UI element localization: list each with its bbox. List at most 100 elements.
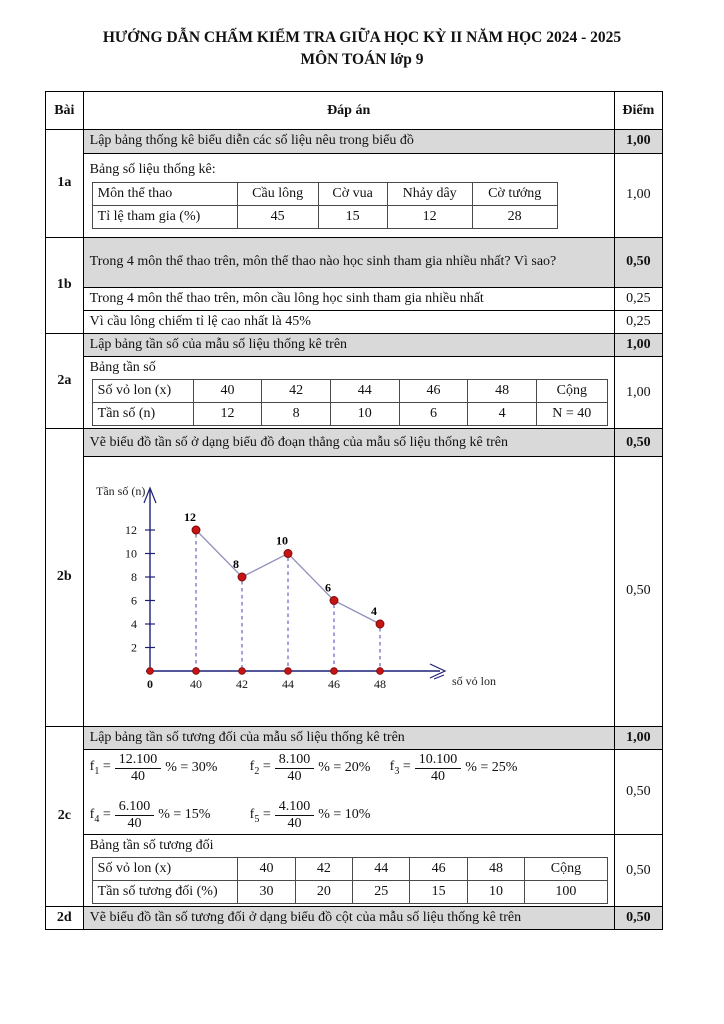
data-point-label: 4: [371, 604, 377, 618]
data-point-label: 10: [276, 534, 288, 548]
score-2c-formulas: 0,50: [613, 748, 664, 836]
table-cell: Môn thể thao: [91, 181, 238, 206]
bai-cell-1a: 1a: [45, 129, 84, 238]
table-cell: 42: [261, 379, 331, 404]
table-cell: Số vỏ lon (x): [91, 857, 239, 882]
table-row: Số vỏ lon (x) 40 42 44 46 48 Cộng: [91, 379, 608, 404]
y-tick-label: 6: [131, 594, 137, 608]
title-line-2: MÔN TOÁN lớp 9: [300, 50, 424, 68]
bai-cell-2a: 2a: [45, 332, 84, 430]
table-cell: 42: [294, 857, 354, 882]
header-bai: Bài: [45, 91, 84, 131]
table-cell: Tần số (n): [91, 402, 194, 427]
table-cell: 44: [352, 857, 411, 882]
row-2d: 2d Vẽ biểu đồ tần số tương đối ở dạng bi…: [45, 906, 664, 931]
table-cell: 8: [261, 402, 331, 427]
table-cell: Cờ vua: [317, 181, 388, 206]
score-1b-question: 0,50: [613, 236, 664, 288]
question-2a: Lập bảng tần số của mẫu số liệu thống kê…: [82, 332, 615, 358]
x-tick-label: 46: [328, 677, 340, 691]
table-row: Tỉ lệ tham gia (%) 45 15 12 28: [91, 204, 558, 229]
x-tick-label: 44: [282, 677, 294, 691]
data-point: [375, 619, 385, 629]
score-2c-question: 1,00: [613, 725, 664, 750]
table-cell: 15: [409, 880, 468, 905]
score-2d: 0,50: [613, 906, 664, 931]
table-cell: 12: [192, 402, 263, 427]
y-tick-label: 12: [125, 523, 137, 537]
table-cell: 4: [467, 402, 537, 427]
table-caption-2c: Bảng tần số tương đối: [89, 838, 214, 854]
x-axis-arrow-stroke: [433, 674, 444, 680]
table-cell: 15: [317, 204, 388, 229]
row-2c-question: 2c Lập bảng tần số tương đối của mẫu số …: [45, 725, 664, 908]
score-1b-answer-2: 0,25: [613, 309, 664, 334]
row-1b-answer-1: Trong 4 môn thể thao trên, môn cầu lông …: [46, 286, 664, 311]
bai-cell-1b: 1b: [45, 236, 84, 334]
origin-label: 0: [147, 677, 153, 691]
score-2b-chart: 0,50: [613, 456, 664, 727]
bai-cell-2b: 2b: [45, 428, 84, 727]
axis-dot: [329, 667, 338, 676]
row-1b-question: 1b Trong 4 môn thể thao trên, môn thể th…: [45, 236, 664, 334]
x-axis-label: số vỏ lon: [452, 674, 496, 688]
table-cell: Tần số tương đối (%): [91, 880, 239, 905]
table-row: Môn thể thao Cầu lông Cờ vua Nhảy dây Cờ tướ…: [91, 181, 558, 206]
table-caption-1a: Bảng số liệu thống kê:: [89, 162, 216, 178]
table-cell: 44: [329, 379, 400, 404]
y-tick-label: 8: [131, 570, 137, 584]
table-cell: 12: [386, 204, 473, 229]
relative-frequency-formula: f3 = 10.100 40% = 25%: [389, 751, 518, 784]
score-2b-question: 0,50: [613, 428, 664, 458]
frequency-table: Số vỏ lon (x) 40 42 44 46 48 Cộng Tần số (n) 12 8…: [91, 379, 608, 427]
row-2c-formulas: f1 = 12.100 40% = 30% f2 = 8.100 40% = 20% f3 …: [46, 748, 664, 836]
table-cell: Cờ tướng: [471, 181, 558, 206]
table-cell: 48: [467, 379, 537, 404]
header-dapan: Đáp án: [82, 91, 615, 131]
row-2a-answer: Bảng tần số Số vỏ lon (x) 40 42 44 46 48 Cộng T…: [46, 356, 664, 430]
table-cell: 46: [409, 857, 468, 882]
bai-cell-2d: 2d: [45, 906, 84, 931]
score-2a-question: 1,00: [613, 332, 664, 358]
table-cell: 6: [398, 402, 469, 427]
table-cell: 30: [237, 880, 296, 905]
axis-dot: [283, 667, 292, 676]
question-2c: Lập bảng tần số tương đối của mẫu số liệ…: [82, 725, 615, 750]
row-2b-question: 2b Vẽ biểu đồ tần số ở dạng biểu đồ đoạn…: [45, 428, 664, 727]
table-row: Tần số tương đối (%) 30 20 25 15 10 100: [91, 880, 608, 905]
score-1a-question: 1,00: [613, 129, 664, 154]
table-cell: Tỉ lệ tham gia (%): [91, 204, 238, 229]
data-point: [191, 525, 201, 535]
score-2a-answer: 1,00: [613, 356, 664, 430]
row-2b-chart: Tần số (n) số vỏ lon 2 4 6 8 10 12 0 40 42 44 46 48 12…: [46, 456, 664, 727]
data-point-label: 12: [184, 510, 196, 524]
table-cell: Nhảy dây: [386, 181, 473, 206]
score-1a-answer: 1,00: [613, 152, 664, 238]
question-1a: Lập bảng thống kê biểu diễn các số liệu …: [82, 129, 615, 154]
table-cell: 40: [192, 379, 263, 404]
table-cell: 48: [466, 857, 526, 882]
y-axis-label: Tần số (n): [96, 484, 145, 498]
axis-dot: [191, 667, 200, 676]
table-caption-2a: Bảng tần số: [89, 360, 156, 376]
row-1a-answer: Bảng số liệu thống kê: Môn thể thao Cầu l…: [46, 152, 664, 238]
score-1b-answer-1: 0,25: [613, 286, 664, 311]
question-2b: Vẽ biểu đồ tần số ở dạng biểu đồ đoạn th…: [82, 428, 615, 458]
answer-2c-table: Bảng tần số tương đối Số vỏ lon (x) 40 42 4…: [82, 834, 615, 908]
axis-dot: [237, 667, 246, 676]
table-cell: 10: [466, 880, 526, 905]
table-cell: 45: [236, 204, 319, 229]
data-point-label: 6: [325, 581, 331, 595]
data-point: [329, 596, 339, 606]
row-1b-answer-2: Vì cầu lông chiếm tỉ lệ cao nhất là 45% …: [46, 309, 664, 334]
row-2c-table: Bảng tần số tương đối Số vỏ lon (x) 40 42 4…: [46, 834, 664, 908]
title-line-1: HƯỚNG DẪN CHẤM KIỂM TRA GIỮA HỌC KỲ II N…: [102, 29, 622, 46]
table-cell: 100: [524, 880, 608, 905]
x-axis-arrow: [429, 663, 447, 679]
answer-key-table: Bài Đáp án Điểm 1a Lập bảng thống kê biể…: [45, 91, 664, 931]
table-cell: 46: [398, 379, 469, 404]
relative-frequency-formula: f5 = 4.100 40% = 10%: [249, 798, 371, 831]
table-cell: Cộng: [535, 379, 608, 404]
table-header-row: Bài Đáp án Điểm: [45, 91, 664, 131]
